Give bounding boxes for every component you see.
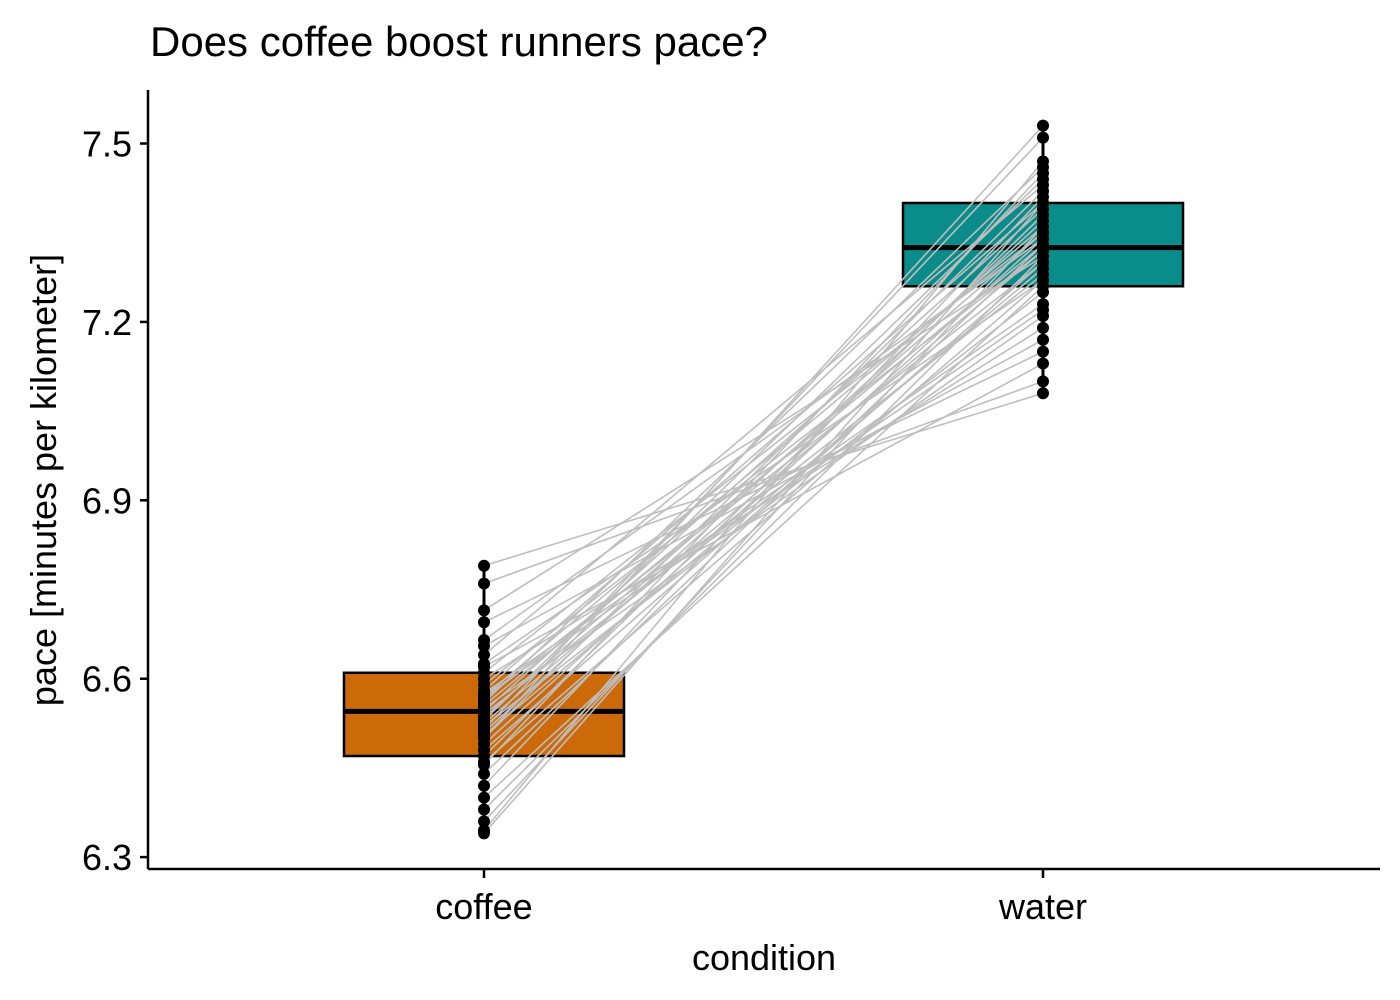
- point-water-17: [1037, 286, 1049, 299]
- pair-line-40: [483, 392, 1044, 567]
- point-coffee-3: [478, 815, 490, 828]
- pair-line-38: [483, 255, 1044, 612]
- point-water-37: [1037, 345, 1049, 358]
- point-coffee-4: [478, 803, 490, 816]
- point-water-39: [1037, 375, 1049, 388]
- point-coffee-39: [478, 577, 490, 590]
- pair-line-37: [483, 350, 1044, 623]
- point-water-43: [1037, 357, 1049, 370]
- y-tick-label: 7.2: [82, 302, 132, 343]
- point-water-34: [1037, 179, 1049, 192]
- point-water-25: [1037, 161, 1049, 174]
- pair-line-26: [483, 261, 1044, 701]
- point-water-41: [1037, 119, 1049, 132]
- point-coffee-6: [478, 779, 490, 792]
- point-coffee-34: [478, 648, 490, 661]
- point-water-33: [1037, 274, 1049, 287]
- pair-lines-layer: [483, 125, 1044, 834]
- point-coffee-5: [478, 791, 490, 804]
- point-water-35: [1037, 333, 1049, 346]
- pair-line-3: [483, 226, 1044, 822]
- pair-line-28: [483, 303, 1044, 695]
- chart-title: Does coffee boost runners pace?: [150, 18, 768, 65]
- point-water-42: [1037, 304, 1049, 317]
- pair-line-10: [483, 214, 1044, 757]
- pair-line-24: [483, 243, 1044, 707]
- y-tick-label: 7.5: [82, 124, 132, 165]
- point-coffee-7: [478, 767, 490, 780]
- y-tick-label: 6.3: [82, 837, 132, 878]
- pair-line-41: [483, 125, 1044, 739]
- point-coffee-42: [478, 690, 490, 703]
- pair-line-5: [483, 285, 1044, 799]
- x-axis-title: condition: [692, 937, 836, 978]
- pair-line-1: [483, 202, 1044, 834]
- point-coffee-37: [478, 616, 490, 629]
- x-ticks: coffee water: [435, 869, 1087, 927]
- pair-line-11: [483, 261, 1044, 751]
- point-coffee-2: [478, 824, 490, 837]
- pair-line-42: [483, 309, 1044, 698]
- point-water-29: [1037, 196, 1049, 209]
- point-water-31: [1037, 321, 1049, 334]
- point-water-38: [1037, 250, 1049, 263]
- pair-line-9: [483, 279, 1044, 763]
- pair-line-43: [483, 362, 1044, 668]
- x-tick-label-water: water: [998, 886, 1087, 927]
- pair-line-19: [483, 178, 1044, 721]
- point-coffee-36: [478, 634, 490, 647]
- y-tick-label: 6.6: [82, 659, 132, 700]
- point-water-36: [1037, 232, 1049, 245]
- point-water-16: [1037, 131, 1049, 144]
- point-coffee-41: [478, 732, 490, 745]
- pair-line-33: [483, 279, 1044, 665]
- pair-line-29: [483, 202, 1044, 692]
- x-tick-label-coffee: coffee: [435, 886, 532, 927]
- pair-line-21: [483, 273, 1044, 716]
- pair-line-14: [483, 267, 1044, 736]
- pair-line-34: [483, 184, 1044, 656]
- point-water-40: [1037, 387, 1049, 400]
- axes-layer: [146, 90, 1380, 871]
- points-layer: [478, 119, 1049, 840]
- pair-line-17: [483, 291, 1044, 727]
- pair-line-35: [483, 339, 1044, 647]
- point-coffee-40: [478, 559, 490, 572]
- y-tick-label: 6.9: [82, 480, 132, 521]
- point-coffee-38: [478, 604, 490, 617]
- pair-line-30: [483, 249, 1044, 686]
- pair-line-23: [483, 315, 1044, 710]
- pair-line-39: [483, 380, 1044, 585]
- pair-line-36: [483, 238, 1044, 641]
- y-ticks: 6.3 6.6 6.9 7.2 7.5: [82, 124, 148, 878]
- y-axis-title: pace [minutes per kilometer]: [23, 254, 64, 706]
- point-coffee-43: [478, 660, 490, 673]
